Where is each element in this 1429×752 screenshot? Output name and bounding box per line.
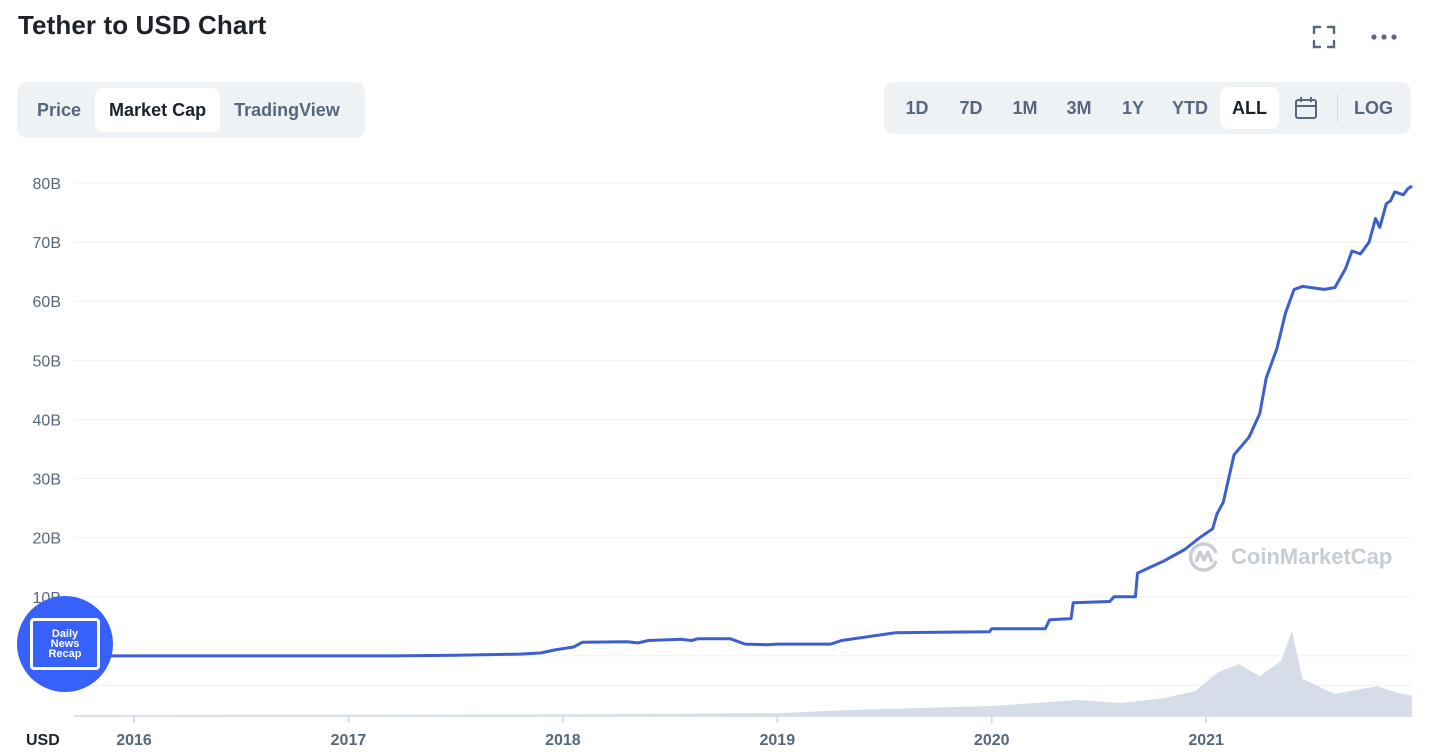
range-selector: 1D 7D 1M 3M 1Y YTD ALL LOG	[884, 82, 1411, 134]
range-divider	[1337, 94, 1338, 122]
volume-area	[74, 631, 1412, 715]
range-7d[interactable]: 7D	[959, 97, 983, 118]
range-all[interactable]: ALL	[1220, 87, 1279, 129]
y-tick-label: 30B	[33, 472, 61, 489]
chart-toolbar	[1309, 22, 1399, 52]
tab-price[interactable]: Price	[37, 99, 82, 120]
x-tick-label: 2019	[760, 732, 796, 749]
tab-tradingview[interactable]: TradingView	[234, 99, 340, 120]
y-tick-label: 70B	[33, 235, 61, 252]
film-frame-icon: Daily News Recap	[30, 618, 100, 670]
badge-text: Daily News Recap	[48, 628, 82, 660]
watermark-text: CoinMarketCap	[1231, 544, 1393, 569]
y-tick-label: 80B	[33, 176, 61, 193]
range-1d[interactable]: 1D	[905, 97, 929, 118]
daily-news-recap-badge[interactable]: Daily News Recap	[17, 596, 113, 692]
x-tick-label: 2018	[545, 732, 581, 749]
market-cap-series	[74, 184, 1413, 658]
log-toggle[interactable]: LOG	[1354, 97, 1393, 118]
x-tick-label: 2020	[974, 732, 1010, 749]
tab-market-cap[interactable]: Market Cap	[95, 88, 221, 132]
y-tick-label: 60B	[33, 294, 61, 311]
range-3m[interactable]: 3M	[1066, 97, 1092, 118]
range-ytd[interactable]: YTD	[1172, 97, 1208, 118]
market-cap-line	[74, 184, 1413, 658]
page-title: Tether to USD Chart	[18, 10, 267, 40]
calendar-icon[interactable]	[1279, 87, 1333, 129]
range-1m[interactable]: 1M	[1012, 97, 1038, 118]
chart-type-tabs: Price Market Cap TradingView	[17, 82, 365, 138]
y-tick-label: 20B	[33, 531, 61, 548]
market-cap-chart: 10B20B30B40B50B60B70B80B 201620172018201…	[26, 176, 1413, 749]
x-tick-label: 2016	[116, 732, 152, 749]
range-1y[interactable]: 1Y	[1121, 97, 1145, 118]
y-tick-label: 50B	[33, 353, 61, 370]
volume-series	[74, 631, 1412, 715]
x-tick-label: 2017	[331, 732, 367, 749]
watermark: CoinMarketCap	[1187, 540, 1392, 574]
fullscreen-icon[interactable]	[1309, 22, 1339, 52]
more-icon[interactable]	[1369, 22, 1399, 52]
x-axis: 2016 2017 2018 2019 2020 2021 USD	[26, 715, 1412, 749]
currency-label: USD	[26, 732, 60, 749]
y-axis: 10B20B30B40B50B60B70B80B	[33, 176, 61, 607]
x-tick-label: 2021	[1188, 732, 1224, 749]
coinmarketcap-logo-icon	[1189, 542, 1218, 572]
y-tick-label: 40B	[33, 412, 61, 429]
chart-grid	[74, 182, 1412, 686]
